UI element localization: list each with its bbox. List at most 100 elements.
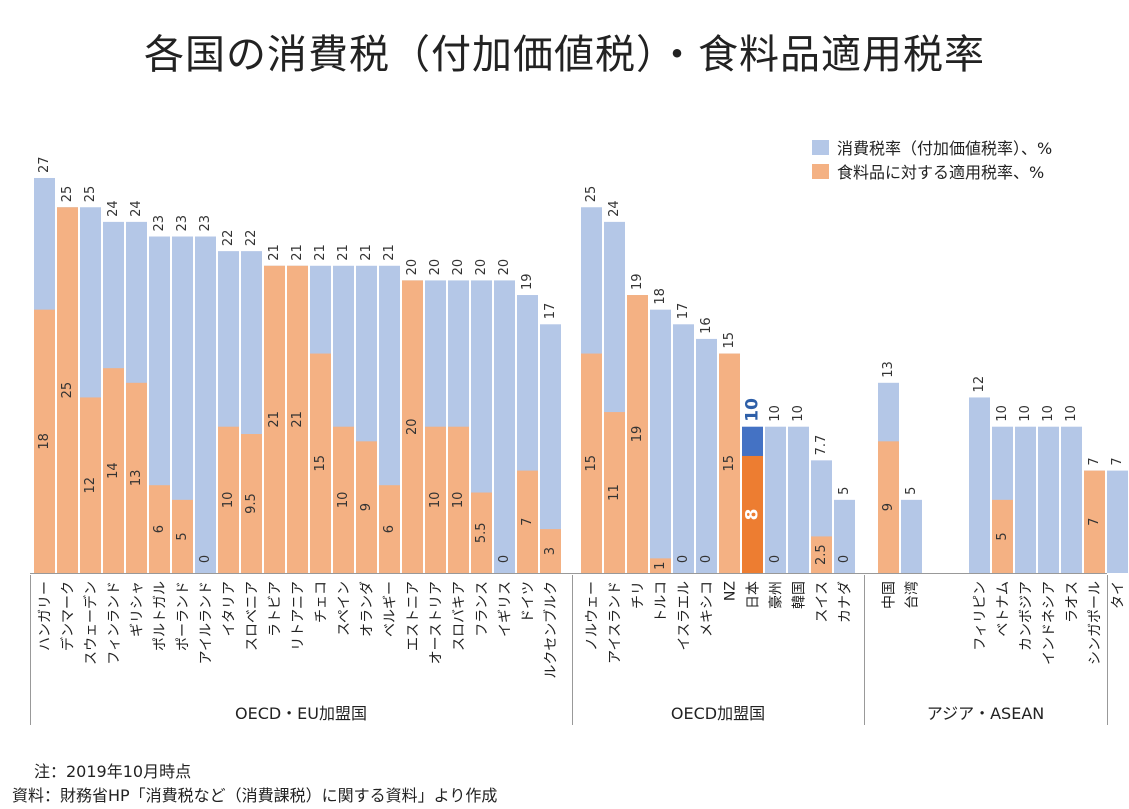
country-label: アイスランド <box>608 581 624 664</box>
country-label: フィリピン <box>973 581 989 651</box>
label-vat: 18 <box>653 288 668 305</box>
country-label: オーストリア <box>429 581 445 664</box>
country-label: チェコ <box>314 581 330 623</box>
label-vat: 17 <box>543 303 558 320</box>
country-label: ラトビア <box>268 581 284 637</box>
legend: 消費税率（付加価値税率）、% 食料品に対する適用税率、% <box>812 139 1052 182</box>
bar-food <box>126 382 147 573</box>
country-label: ドイツ <box>521 581 537 623</box>
country-label: スイス <box>815 581 831 623</box>
country-label: オランダ <box>360 581 376 637</box>
label-vat: 7.7 <box>814 435 829 456</box>
label-food: 15 <box>584 455 599 472</box>
label-vat: 24 <box>607 200 622 217</box>
label-vat: 12 <box>972 376 987 393</box>
bar-food <box>310 353 331 573</box>
country-label: デンマーク <box>60 581 77 651</box>
label-vat: 7 <box>1087 457 1102 465</box>
country-label: スウェーデン <box>83 581 100 665</box>
label-food: 5 <box>175 532 190 540</box>
bar-food <box>992 499 1013 573</box>
bar-food <box>379 485 400 573</box>
country-label: アイルランド <box>199 581 215 664</box>
bar-food <box>402 280 423 573</box>
chart-title: 各国の消費税（付加価値税）・食料品適用税率 <box>144 32 985 78</box>
note-date: 注：2019年10月時点 <box>34 762 192 781</box>
label-vat: 24 <box>106 200 121 217</box>
country-label: スロバキア <box>452 581 468 651</box>
chart-marks: 2718ハンガリー2525デンマーク2512スウェーデン2414フィンランド24… <box>30 156 1128 725</box>
label-vat: 10 <box>995 405 1010 422</box>
country-label: 韓国 <box>792 581 808 609</box>
label-food: 5 <box>995 532 1010 540</box>
country-label: 豪州 <box>769 581 785 609</box>
label-vat: 5 <box>904 487 919 495</box>
country-label: カンボジア <box>1019 581 1035 651</box>
bar-food <box>448 426 469 573</box>
label-vat: 20 <box>497 259 512 276</box>
bar-vat <box>901 499 922 573</box>
label-food: 0 <box>497 555 512 563</box>
label-food: 2.5 <box>814 544 829 565</box>
label-vat: 25 <box>83 186 98 203</box>
bar-vat <box>1015 426 1036 573</box>
bar-food <box>333 426 354 573</box>
bar-food <box>172 499 193 573</box>
bar-food <box>517 470 538 573</box>
country-label: ベルギー <box>383 581 399 637</box>
label-food: 19 <box>630 426 645 443</box>
country-label: インドネシア <box>1042 581 1058 665</box>
bar-vat <box>540 324 561 573</box>
label-food: 0 <box>768 555 783 563</box>
label-vat: 22 <box>221 230 236 247</box>
country-label: スロベニア <box>245 581 261 651</box>
country-label: フランス <box>475 581 491 637</box>
country-label: フィンランド <box>107 581 123 665</box>
bar-food <box>80 397 101 573</box>
label-food: 21 <box>290 411 305 428</box>
bar-vat <box>1061 426 1082 573</box>
label-food: 6 <box>152 525 167 533</box>
label-vat: 20 <box>451 259 466 276</box>
country-label: ハンガリー <box>38 581 54 651</box>
bar-vat <box>969 397 990 573</box>
label-food: 15 <box>722 455 737 472</box>
bar-food <box>471 492 492 573</box>
label-food: 14 <box>106 462 121 479</box>
label-vat: 21 <box>313 244 328 261</box>
label-food: 13 <box>129 470 144 487</box>
bar-food <box>540 529 561 573</box>
label-vat: 20 <box>428 259 443 276</box>
country-label: エストニア <box>406 581 422 651</box>
label-vat: 27 <box>37 156 52 173</box>
legend-vat-swatch <box>812 140 829 155</box>
label-vat: 25 <box>584 186 599 203</box>
group-label: OECD加盟国 <box>671 704 765 723</box>
label-vat: 20 <box>474 259 489 276</box>
country-label: リトアニア <box>291 581 307 651</box>
country-label: ベトナム <box>996 581 1012 637</box>
label-vat: 10 <box>791 405 806 422</box>
bar-food <box>218 426 239 573</box>
label-food: 20 <box>405 418 420 435</box>
label-vat: 23 <box>175 215 190 232</box>
label-vat: 21 <box>290 244 305 261</box>
label-food: 7 <box>520 518 535 526</box>
label-food: 0 <box>198 555 213 563</box>
bar-food <box>604 412 625 573</box>
label-vat: 13 <box>881 361 896 378</box>
bar-vat <box>195 236 216 573</box>
bar-food <box>742 455 763 573</box>
country-label: 中国 <box>882 581 898 609</box>
label-food: 11 <box>607 484 622 501</box>
label-food: 21 <box>267 411 282 428</box>
country-label: タイ <box>1111 581 1127 609</box>
bar-vat <box>172 236 193 573</box>
bar-vat <box>696 338 717 573</box>
bar-food <box>57 207 78 573</box>
label-vat: 22 <box>244 230 259 247</box>
country-label: スペイン <box>337 581 353 636</box>
label-food: 1 <box>653 562 668 570</box>
bar-vat <box>788 426 809 573</box>
label-food: 6 <box>382 525 397 533</box>
